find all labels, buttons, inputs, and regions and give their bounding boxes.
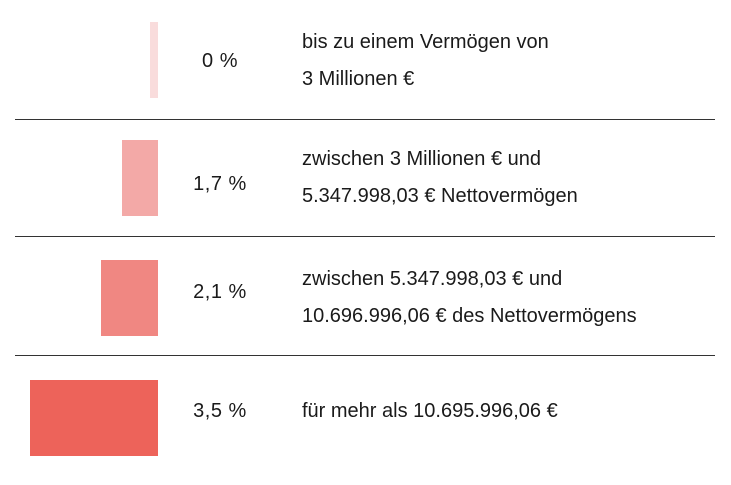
rate-row: 2,1 % zwischen 5.347.998,03 € und 10.696… [0,237,731,354]
rate-swatch [150,22,158,98]
rate-label: 3,5 % [193,400,247,422]
rate-description-line: 3 Millionen € [302,68,415,90]
rate-description: zwischen 5.347.998,03 € und 10.696.996,0… [302,261,637,335]
rate-description-line: zwischen 3 Millionen € und [302,148,542,170]
rate-description-line: 10.696.996,06 € des Nettovermögens [302,305,637,327]
rate-description-line: für mehr als 10.695.996,06 € [302,400,558,422]
rate-row: 0 % bis zu einem Vermögen von 3 Millione… [0,0,731,118]
rate-description: bis zu einem Vermögen von 3 Millionen € [302,24,549,98]
row-divider [15,119,715,120]
rate-label: 0 % [202,50,238,72]
rate-row: 3,5 % für mehr als 10.695.996,06 € [0,356,731,485]
row-divider [15,236,715,237]
rate-description: zwischen 3 Millionen € und 5.347.998,03 … [302,141,578,215]
rate-label: 1,7 % [193,173,247,195]
rate-swatch [30,380,158,456]
rate-description-line: 5.347.998,03 € Nettovermögen [302,185,578,207]
rate-description-line: bis zu einem Vermögen von [302,31,549,53]
rate-description-line: zwischen 5.347.998,03 € und [302,268,563,290]
rate-swatch [101,260,158,336]
row-divider [15,355,715,356]
rate-description: für mehr als 10.695.996,06 € [302,393,558,430]
rate-swatch [122,140,158,216]
rate-label: 2,1 % [193,281,247,303]
rate-row: 1,7 % zwischen 3 Millionen € und 5.347.9… [0,120,731,235]
